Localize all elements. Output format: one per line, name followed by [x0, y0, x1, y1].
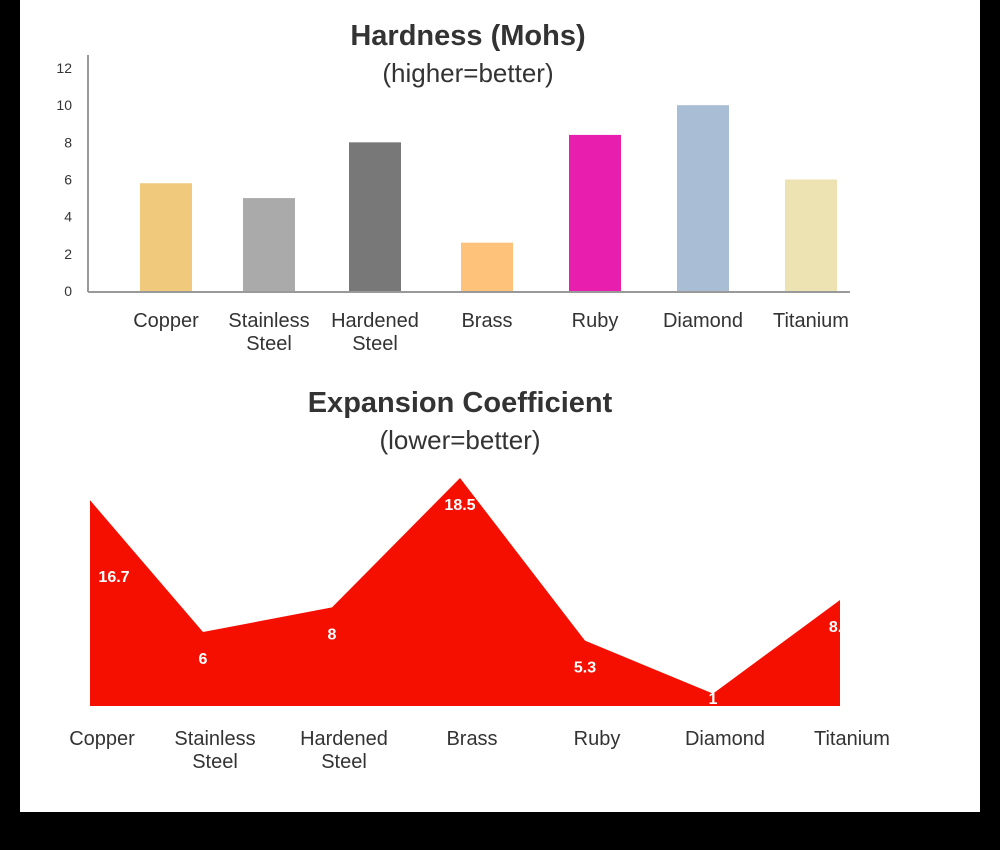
bar	[140, 183, 192, 291]
data-label: 8.6	[829, 619, 851, 636]
chart-subtitle: (higher=better)	[382, 58, 553, 88]
bar	[785, 179, 837, 291]
data-label: 6	[199, 651, 208, 668]
x-tick-label: Titanium	[814, 728, 890, 750]
data-label: 5.3	[574, 660, 596, 677]
data-label: 16.7	[98, 569, 129, 586]
area	[90, 478, 840, 706]
x-tick-label: Titanium	[773, 310, 849, 332]
data-label: 8	[328, 626, 337, 643]
y-tick-label: 8	[64, 134, 72, 150]
x-tick-label: Stainless Steel	[228, 310, 310, 355]
y-tick-label: 12	[56, 60, 72, 76]
bar	[349, 142, 401, 291]
bar	[461, 242, 513, 291]
y-tick-label: 0	[64, 283, 72, 299]
x-tick-label: Stainless Steel	[174, 728, 256, 773]
x-tick-label: Ruby	[573, 728, 621, 750]
chart-title: Expansion Coefficient	[308, 387, 613, 419]
x-tick-label: Copper	[69, 728, 135, 750]
chart-title: Hardness (Mohs)	[350, 20, 585, 52]
x-tick-label: Hardened Steel	[300, 728, 388, 773]
panel: Hardness (Mohs) (higher=better) Expansio…	[20, 0, 980, 812]
y-tick-label: 6	[64, 172, 72, 188]
x-tick-label: Diamond	[662, 310, 744, 332]
x-tick-label: Ruby	[571, 310, 619, 332]
x-tick-label: Brass	[461, 310, 513, 332]
y-tick-label: 4	[64, 209, 72, 225]
bar	[569, 134, 621, 291]
x-tick-label: Copper	[133, 310, 199, 332]
y-tick-label: 2	[64, 246, 72, 262]
bar	[677, 105, 729, 292]
x-tick-label: Brass	[446, 728, 498, 750]
chart-subtitle: (lower=better)	[379, 425, 540, 455]
charts: Hardness (Mohs) (higher=better) Expansio…	[56, 20, 851, 708]
y-tick-label: 10	[56, 97, 72, 113]
data-label: 18.5	[444, 497, 475, 514]
data-label: 1	[709, 691, 718, 708]
x-tick-label: Hardened Steel	[331, 310, 419, 355]
bar	[243, 198, 295, 291]
x-tick-label: Diamond	[684, 728, 766, 750]
